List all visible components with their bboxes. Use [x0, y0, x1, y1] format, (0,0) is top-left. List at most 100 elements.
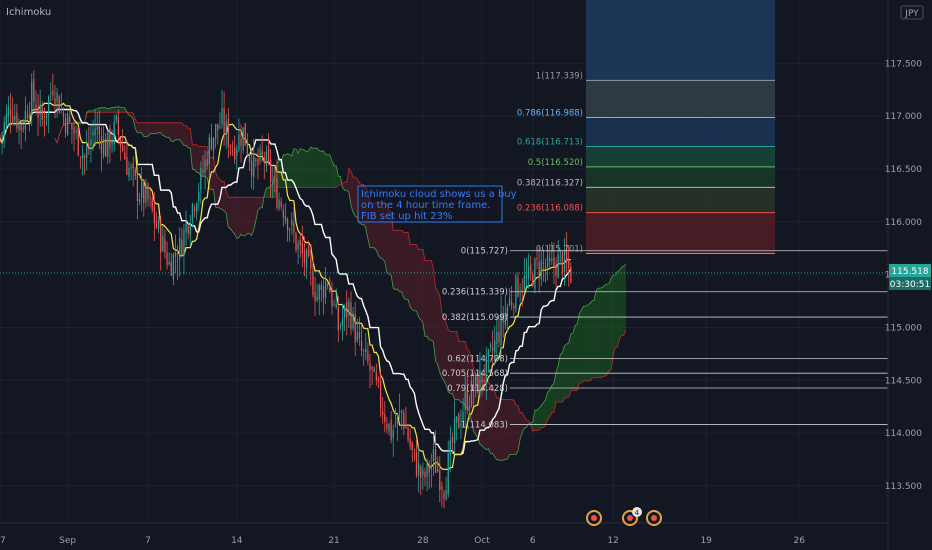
- candle-body: [215, 124, 217, 139]
- cloud-segment: [414, 244, 417, 312]
- candle-body: [530, 264, 532, 271]
- candle: [166, 241, 168, 270]
- candle-body: [386, 423, 388, 429]
- candle: [60, 92, 62, 114]
- annotation-line-1: Ichimoku cloud shows us a buy: [361, 189, 517, 200]
- cloud-segment: [99, 107, 102, 113]
- cloud-segment: [228, 197, 231, 229]
- candle: [504, 295, 506, 330]
- event-marker[interactable]: 4: [622, 507, 642, 526]
- cloud-segment: [501, 399, 504, 461]
- candle: [489, 342, 492, 352]
- annotation-note[interactable]: Ichimoku cloud shows us a buy on the 4 h…: [357, 185, 517, 223]
- cloud-segment: [422, 249, 425, 337]
- candle-body: [297, 243, 299, 250]
- candle-body: [86, 147, 88, 158]
- cloud-segment: [386, 203, 390, 274]
- candle: [67, 110, 69, 136]
- candle: [204, 150, 206, 190]
- candle-body: [314, 292, 316, 301]
- candle-body: [367, 350, 369, 362]
- cloud-segment: [547, 390, 550, 420]
- candle-body: [174, 252, 177, 257]
- candle-body: [83, 155, 86, 158]
- candle-body: [272, 182, 274, 184]
- candle: [18, 118, 20, 145]
- cloud-segment: [162, 122, 165, 137]
- candle: [407, 423, 409, 443]
- cloud-segment: [454, 331, 457, 400]
- candle: [432, 433, 435, 476]
- cloud-segment: [183, 125, 187, 146]
- candle-body: [267, 147, 270, 162]
- candle-body: [79, 156, 81, 158]
- candle-body: [130, 167, 132, 169]
- candle-body: [31, 81, 33, 117]
- candle-body: [41, 107, 43, 120]
- candle: [215, 123, 217, 149]
- time-tick-label: 6: [530, 536, 536, 546]
- candle: [206, 151, 208, 171]
- candle: [132, 156, 134, 187]
- candle: [225, 113, 227, 149]
- candle: [168, 252, 170, 266]
- cloud-segment: [619, 267, 622, 340]
- candle-body: [394, 425, 397, 427]
- candle: [234, 135, 236, 165]
- candle-body: [472, 384, 475, 392]
- time-tick-label: 26: [793, 536, 805, 546]
- cloud-segment: [145, 122, 148, 137]
- price-tick-label: 113.500: [885, 482, 922, 492]
- candle: [479, 351, 481, 398]
- candle: [318, 283, 320, 316]
- candle-body: [521, 289, 523, 293]
- candle-body: [398, 410, 401, 413]
- cloud-segment: [568, 333, 571, 398]
- candle: [128, 161, 130, 182]
- cloud-segment: [384, 203, 387, 273]
- event-marker[interactable]: [586, 510, 602, 526]
- cloud-segment: [585, 304, 588, 381]
- cloud-segment: [537, 408, 540, 431]
- candle-body: [291, 220, 293, 226]
- candle: [519, 283, 521, 304]
- cloud-segment: [598, 288, 601, 378]
- cloud-segment: [211, 157, 214, 190]
- candle-body: [305, 249, 308, 268]
- cloud-segment: [621, 265, 624, 336]
- candle: [496, 316, 498, 359]
- cloud-segment: [416, 244, 419, 317]
- event-markers[interactable]: 4: [586, 507, 662, 526]
- cloud-segment: [370, 203, 373, 248]
- cloud-segment: [452, 331, 455, 400]
- candle-body: [475, 373, 477, 389]
- cloud-segment: [623, 264, 626, 336]
- candle-body: [434, 449, 437, 473]
- candle-body: [481, 372, 483, 383]
- cloud-segment: [524, 416, 527, 429]
- candle-body: [411, 442, 413, 451]
- candle: [221, 90, 223, 129]
- currency-badge[interactable]: JPY: [900, 5, 924, 20]
- event-marker[interactable]: [646, 510, 662, 526]
- candle-body: [500, 313, 502, 346]
- candle-body: [445, 489, 447, 501]
- cloud-segment: [241, 197, 244, 236]
- candle-body: [1, 132, 3, 138]
- candle: [382, 396, 384, 424]
- candle: [308, 240, 310, 258]
- candle-body: [242, 127, 244, 151]
- time-axis[interactable]: 27 Sep 7 14 21 28 Oct 6 12 19 26: [0, 536, 805, 546]
- candle: [475, 372, 477, 398]
- candle-body: [470, 380, 473, 406]
- candle: [525, 257, 528, 288]
- candle: [405, 406, 407, 429]
- candle-body: [494, 340, 496, 353]
- candle-body: [212, 137, 215, 151]
- cloud-segment: [103, 107, 106, 113]
- candle-body: [563, 249, 566, 272]
- cloud-segment: [194, 144, 197, 173]
- candle: [358, 316, 361, 347]
- candle: [472, 373, 475, 407]
